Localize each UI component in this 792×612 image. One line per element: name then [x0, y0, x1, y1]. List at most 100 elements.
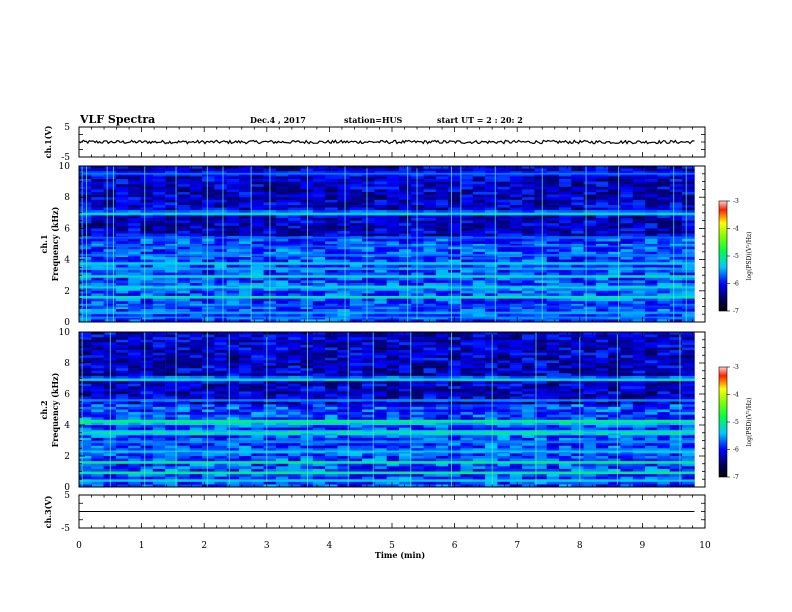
ch1-spectrogram-cell: [435, 246, 449, 250]
ch2-spectrogram-cell: [472, 363, 486, 366]
ch1-spectrogram-cell: [399, 238, 412, 242]
ch2-spectrogram-cell: [509, 352, 523, 356]
ch1-spectrogram-cell: [91, 280, 104, 284]
ch1-spectrogram-cell: [571, 197, 584, 201]
ch1-spectrogram-cell: [165, 171, 178, 175]
ch1-spectrogram-cell: [546, 171, 560, 175]
ch2-spectrogram-cell: [472, 412, 486, 415]
ch2-spectrogram-cell: [448, 357, 461, 361]
ch1-spectrogram-cell: [386, 303, 400, 307]
ch1-spectrogram-cell: [374, 173, 387, 177]
ch1-spectrogram-cell: [423, 298, 437, 302]
ch1-spectrogram-cell: [337, 251, 351, 255]
ch1-spectrogram-cell: [669, 298, 683, 302]
ch1-spectrogram-cell: [239, 288, 252, 292]
ch1-spectrogram-cell: [312, 189, 326, 193]
ch2-spectrogram-cell: [362, 347, 375, 351]
ch2-spectrogram-cell: [682, 337, 695, 341]
ch1-spectrogram-cell: [300, 272, 314, 276]
ch2-spectrogram-cell: [362, 412, 375, 415]
ch1-spectrogram-cell: [485, 218, 498, 221]
ch2-spectrogram-cell: [559, 363, 572, 366]
ch1-spectrogram-cell: [411, 186, 424, 190]
ch1-spectrogram-cell: [595, 166, 609, 169]
ch2-spectrogram-cell: [374, 363, 387, 366]
ch1-spectrogram-cell: [202, 303, 215, 307]
ch1-spectrogram-cell: [165, 184, 178, 188]
ch1-spectrogram-cell: [435, 301, 449, 305]
ch2-spectrogram-cell: [349, 334, 363, 338]
ch1-spectrogram-cell: [202, 168, 215, 172]
ch2-spectrogram-cell: [571, 394, 584, 397]
ch1-spectrogram-cell: [312, 283, 326, 286]
ch1-spectrogram-cell: [399, 301, 412, 305]
ch1-spectrogram-cell: [275, 290, 289, 294]
ch2-spectrogram-cell: [189, 412, 203, 415]
ch1-spectrogram-cell: [128, 184, 141, 188]
ch1-spectrogram-cell: [399, 228, 412, 232]
ch2-spectrogram-cell: [509, 365, 523, 369]
ch1-spectrogram-cell: [189, 257, 203, 260]
ch1-spectrogram-cell: [546, 197, 560, 201]
ch2-spectrogram-cell: [251, 347, 264, 351]
ch1-spectrogram-cell: [226, 168, 240, 172]
ch2-spectrogram-cell: [472, 394, 486, 397]
ch1-spectrogram-cell: [312, 316, 326, 320]
ch2-spectrogram-cell: [669, 406, 683, 410]
ch2-spectrogram-cell: [411, 394, 424, 397]
ch1-spectrogram-cell: [632, 186, 646, 190]
ch2-spectrogram-cell: [91, 347, 104, 351]
ch2-spectrogram-cell: [399, 425, 412, 428]
ch2-spectrogram-cell: [152, 373, 166, 377]
ch1-spectrogram-cell: [386, 173, 400, 177]
ch2-spectrogram-cell: [583, 381, 597, 384]
ch1-spectrogram-cell: [620, 319, 634, 323]
ch1-spectrogram-cell: [559, 181, 572, 185]
ch2-spectrogram-cell: [189, 406, 203, 410]
ch2-spectrogram-cell: [620, 342, 634, 346]
ch1-spectrogram-cell: [103, 270, 117, 273]
ch2-spectrogram-cell: [214, 422, 227, 426]
ch2-spectrogram-cell: [534, 375, 547, 379]
ch2-spectrogram-cell: [165, 409, 178, 413]
ch1-spectrogram-cell: [448, 303, 461, 307]
ch1-spectrogram-cell: [509, 228, 523, 232]
ch1-spectrogram-cell: [571, 228, 584, 232]
ch2-spectrogram-cell: [460, 344, 474, 348]
ch1-spectrogram-cell: [226, 186, 240, 190]
ch1-spectrogram-cell: [620, 194, 634, 198]
ch2-spectrogram-cell: [657, 401, 670, 405]
ch1-spectrogram-cell: [214, 173, 227, 177]
ch2-spectrogram-cell: [275, 342, 289, 346]
ch2-spectrogram-cell: [362, 360, 375, 364]
ch1-spectrogram-cell: [497, 210, 510, 214]
ch2-spectrogram-cell: [337, 365, 351, 369]
ch1-spectrogram-cell: [509, 288, 523, 292]
ch1-spectrogram-cell: [632, 194, 646, 198]
ch2-spectrogram-cell: [620, 386, 634, 390]
ch2-spectrogram-cell: [251, 391, 264, 395]
ch1-spectrogram-cell: [349, 228, 363, 232]
ch1-spectrogram-cell: [645, 301, 658, 305]
ch2-spectrogram-cell: [300, 414, 314, 418]
ch2-spectrogram-cell: [435, 406, 449, 410]
ch1-spectrogram-cell: [669, 254, 683, 258]
ch1-spectrogram-cell: [177, 283, 191, 286]
ch1-spectrogram-cell: [300, 288, 314, 292]
ch1-spectrogram-cell: [202, 202, 215, 206]
ch2-spectrogram-cell: [202, 427, 215, 431]
ch2-spectrogram-cell: [165, 412, 178, 415]
ch1-spectrogram-cell: [165, 293, 178, 297]
ch2-spectrogram-cell: [546, 339, 560, 343]
ch1-spectrogram-cell: [226, 199, 240, 203]
ch2-spectrogram-cell: [645, 373, 658, 377]
ch1-spectrogram-cell: [91, 231, 104, 234]
ch1-spectrogram-cell: [559, 277, 572, 281]
ch1-spectrogram-cell: [448, 259, 461, 263]
ch1-spectrogram-cell: [632, 283, 646, 286]
ch1-spectrogram-cell: [202, 179, 215, 182]
ch1-spectrogram-cell: [546, 244, 560, 247]
ch1-spectrogram-cell: [497, 179, 510, 182]
figure-title: VLF Spectra: [79, 113, 155, 126]
ch1-spectrogram-cell: [337, 290, 351, 294]
